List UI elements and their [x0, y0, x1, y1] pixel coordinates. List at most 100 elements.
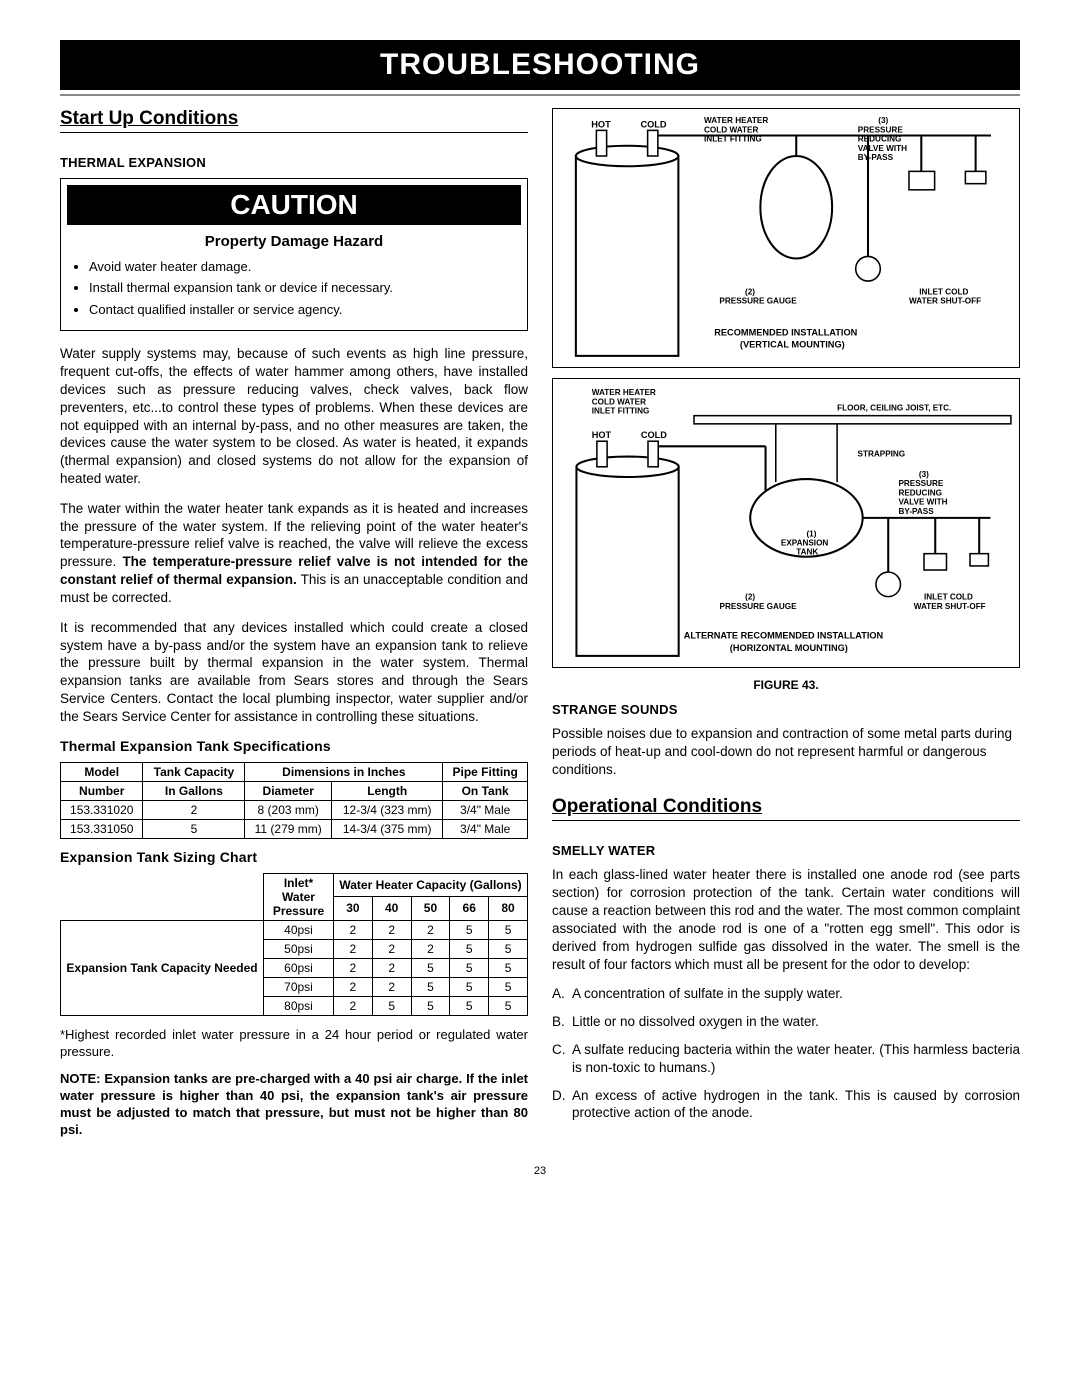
divider — [60, 94, 1020, 96]
list-item: A.A concentration of sulfate in the supp… — [552, 985, 1020, 1003]
td: 8 (203 mm) — [245, 800, 332, 819]
caution-band: CAUTION — [67, 185, 521, 225]
th-inlet: Inlet* Water Pressure — [264, 873, 334, 920]
td: 2 — [372, 939, 411, 958]
td: 5 — [489, 977, 528, 996]
td: 5 — [143, 819, 245, 838]
td: 2 — [334, 958, 373, 977]
svg-text:WATER SHUT-OFF: WATER SHUT-OFF — [909, 297, 981, 306]
td: 3/4" Male — [443, 800, 528, 819]
caution-list: Avoid water heater damage. Install therm… — [89, 256, 509, 320]
list-text: An excess of active hydrogen in the tank… — [572, 1087, 1020, 1123]
td: 2 — [334, 977, 373, 996]
td: 153.331020 — [61, 800, 143, 819]
th-blank — [61, 873, 264, 920]
td: 5 — [489, 958, 528, 977]
caution-subtitle: Property Damage Hazard — [61, 231, 527, 256]
strange-sounds-head: STRANGE SOUNDS — [552, 702, 1020, 717]
td: 5 — [411, 977, 450, 996]
td: 5 — [411, 996, 450, 1015]
caution-item: Contact qualified installer or service a… — [89, 299, 509, 320]
svg-text:(3): (3) — [878, 116, 888, 125]
table-row: Expansion Tank Capacity Needed 40psi 2 2… — [61, 920, 528, 939]
list-letter: D. — [552, 1087, 572, 1123]
th-col: 66 — [450, 897, 489, 921]
lbl-hot: HOT — [591, 119, 611, 129]
th-whc: Water Heater Capacity (Gallons) — [334, 873, 528, 897]
cap1a: RECOMMENDED INSTALLATION — [714, 327, 857, 337]
list-text: Little or no dissolved oxygen in the wat… — [572, 1013, 819, 1031]
figure-label: FIGURE 43. — [552, 678, 1020, 692]
svg-text:WATER SHUT-OFF: WATER SHUT-OFF — [914, 602, 986, 611]
td: 5 — [372, 996, 411, 1015]
expansion-note: NOTE: Expansion tanks are pre-charged wi… — [60, 1070, 528, 1139]
svg-text:FLOOR, CEILING JOIST, ETC.: FLOOR, CEILING JOIST, ETC. — [837, 404, 951, 413]
sizing-table: Inlet* Water Pressure Water Heater Capac… — [60, 873, 528, 1016]
th-diameter: Diameter — [245, 781, 332, 800]
spec-table: Model Tank Capacity Dimensions in Inches… — [60, 762, 528, 839]
svg-text:BY-PASS: BY-PASS — [898, 507, 934, 516]
td: 2 — [372, 958, 411, 977]
td: 2 — [334, 939, 373, 958]
list-letter: B. — [552, 1013, 572, 1031]
svg-text:PRESSURE GAUGE: PRESSURE GAUGE — [719, 297, 797, 306]
cap2b: (HORIZONTAL MOUNTING) — [730, 643, 848, 653]
td: 40psi — [264, 920, 334, 939]
svg-text:REDUCING: REDUCING — [898, 488, 942, 497]
td: 2 — [143, 800, 245, 819]
svg-text:PRESSURE: PRESSURE — [858, 125, 904, 134]
table2-title: Expansion Tank Sizing Chart — [60, 849, 528, 865]
td: 2 — [334, 996, 373, 1015]
svg-text:STRAPPING: STRAPPING — [858, 450, 906, 459]
caution-box: CAUTION Property Damage Hazard Avoid wat… — [60, 178, 528, 331]
page-number: 23 — [60, 1165, 1020, 1177]
td: 5 — [450, 920, 489, 939]
list-text: A sulfate reducing bacteria within the w… — [572, 1041, 1020, 1077]
td: 2 — [334, 920, 373, 939]
th-gallons: In Gallons — [143, 781, 245, 800]
expansion-note-bold: NOTE: Expansion tanks are pre-charged wi… — [60, 1071, 528, 1137]
para-3: It is recommended that any devices insta… — [60, 619, 528, 726]
table-row: 153.331050 5 11 (279 mm) 14-3/4 (375 mm)… — [61, 819, 528, 838]
th-number: Number — [61, 781, 143, 800]
td-rowlabel: Expansion Tank Capacity Needed — [61, 920, 264, 1015]
td: 5 — [411, 958, 450, 977]
left-column: Start Up Conditions THERMAL EXPANSION CA… — [60, 108, 528, 1149]
diagram-horizontal: HOT COLD WATER HEATER COLD WATER INLET F… — [552, 378, 1020, 668]
content-columns: Start Up Conditions THERMAL EXPANSION CA… — [60, 108, 1020, 1149]
section-operational: Operational Conditions — [552, 796, 1020, 821]
lbl-cold: COLD — [640, 119, 666, 129]
td: 50psi — [264, 939, 334, 958]
table1-title: Thermal Expansion Tank Specifications — [60, 738, 528, 754]
list-item: B.Little or no dissolved oxygen in the w… — [552, 1013, 1020, 1031]
para-2: The water within the water heater tank e… — [60, 500, 528, 607]
td: 14-3/4 (375 mm) — [332, 819, 443, 838]
td: 80psi — [264, 996, 334, 1015]
caution-item: Avoid water heater damage. — [89, 256, 509, 277]
td: 5 — [489, 920, 528, 939]
td: 12-3/4 (323 mm) — [332, 800, 443, 819]
svg-text:COLD: COLD — [641, 430, 667, 440]
svg-text:INLET COLD: INLET COLD — [924, 593, 973, 602]
td: 5 — [450, 977, 489, 996]
strange-sounds-text: Possible noises due to expansion and con… — [552, 725, 1020, 778]
th-length: Length — [332, 781, 443, 800]
svg-text:PRESSURE: PRESSURE — [898, 479, 943, 488]
th-dims: Dimensions in Inches — [245, 762, 443, 781]
footnote: *Highest recorded inlet water pressure i… — [60, 1026, 528, 1060]
td: 2 — [372, 977, 411, 996]
svg-text:BY-PASS: BY-PASS — [858, 153, 894, 162]
svg-text:PRESSURE GAUGE: PRESSURE GAUGE — [720, 602, 798, 611]
th-col: 80 — [489, 897, 528, 921]
svg-text:(3): (3) — [919, 470, 929, 479]
td: 3/4" Male — [443, 819, 528, 838]
list-item: C.A sulfate reducing bacteria within the… — [552, 1041, 1020, 1077]
svg-text:INLET FITTING: INLET FITTING — [592, 407, 650, 416]
td: 60psi — [264, 958, 334, 977]
svg-text:VALVE WITH: VALVE WITH — [858, 144, 907, 153]
list-text: A concentration of sulfate in the supply… — [572, 985, 843, 1003]
smelly-text: In each glass-lined water heater there i… — [552, 866, 1020, 973]
para-1: Water supply systems may, because of suc… — [60, 345, 528, 488]
th-col: 30 — [334, 897, 373, 921]
list-letter: A. — [552, 985, 572, 1003]
